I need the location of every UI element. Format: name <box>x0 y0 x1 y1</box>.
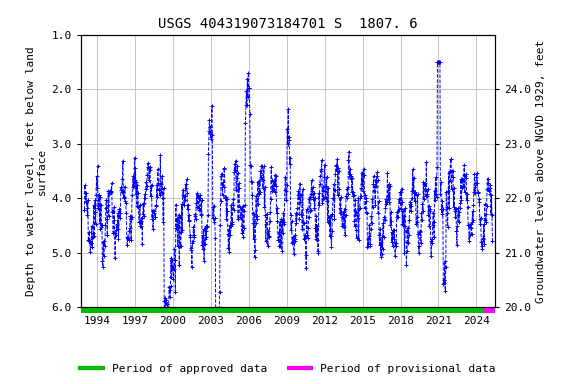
Title: USGS 404319073184701 S  1807. 6: USGS 404319073184701 S 1807. 6 <box>158 17 418 31</box>
Y-axis label: Groundwater level above NGVD 1929, feet: Groundwater level above NGVD 1929, feet <box>536 39 545 303</box>
Legend: Period of approved data, Period of provisional data: Period of approved data, Period of provi… <box>76 359 500 379</box>
Y-axis label: Depth to water level, feet below land
surface: Depth to water level, feet below land su… <box>25 46 47 296</box>
